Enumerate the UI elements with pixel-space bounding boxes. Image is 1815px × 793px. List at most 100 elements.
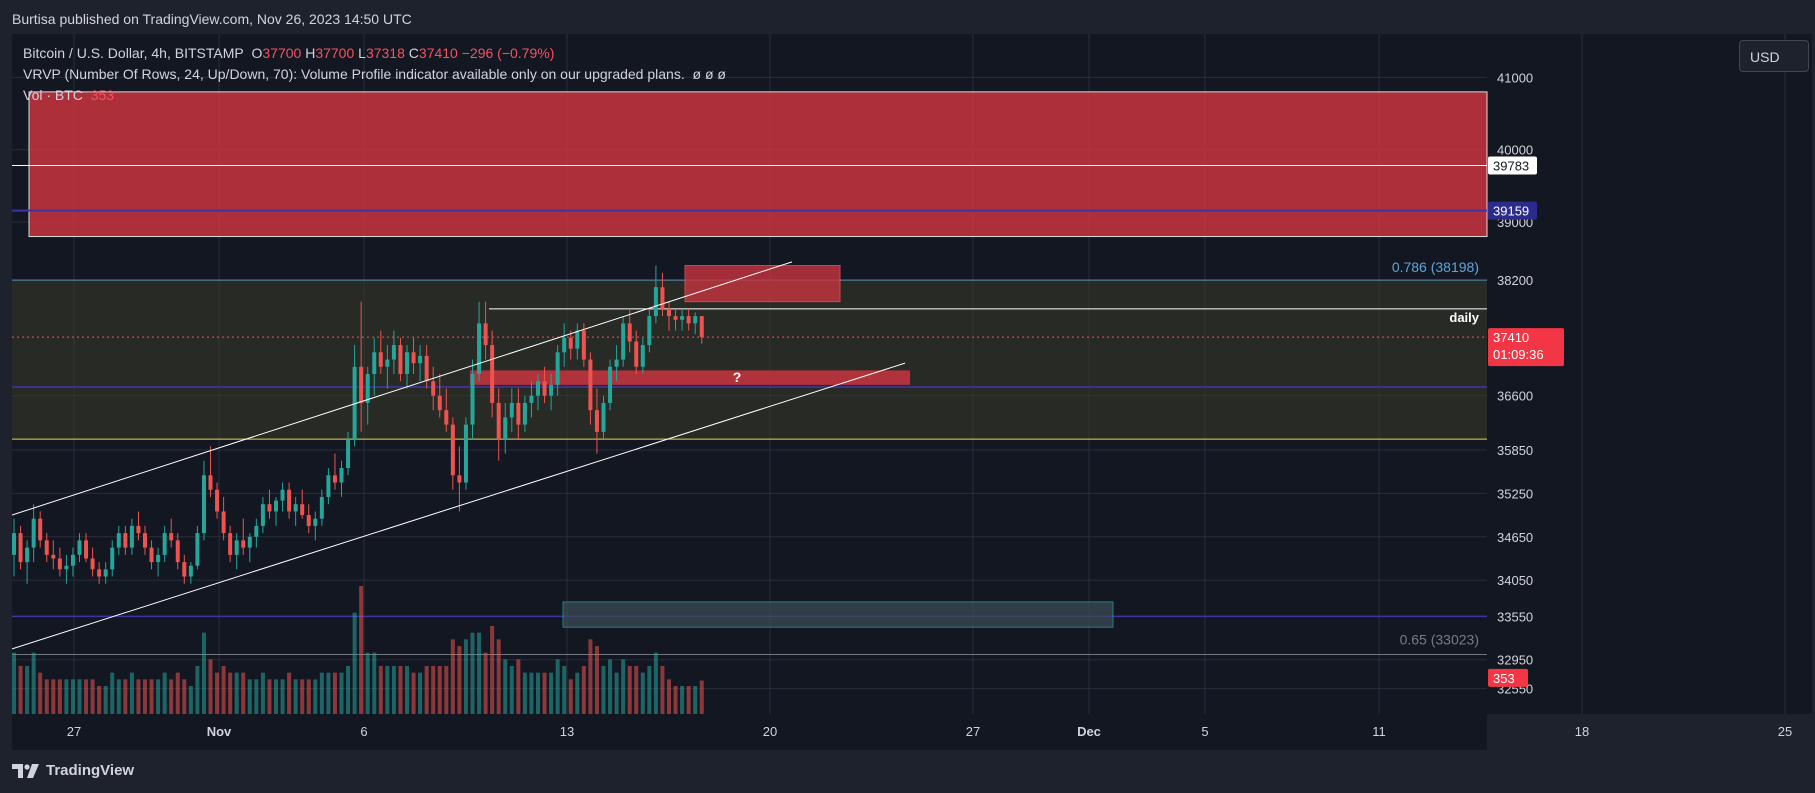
- candle-body[interactable]: [365, 374, 370, 403]
- candle-body[interactable]: [516, 402, 521, 425]
- candle-body[interactable]: [542, 381, 547, 396]
- candle-body[interactable]: [319, 496, 324, 519]
- time-axis-area[interactable]: [12, 714, 1487, 750]
- candle-body[interactable]: [477, 323, 482, 374]
- candle-body[interactable]: [241, 540, 246, 548]
- candle-body[interactable]: [647, 316, 652, 346]
- candle-body[interactable]: [156, 554, 161, 563]
- candle-body[interactable]: [300, 504, 305, 516]
- candle-body[interactable]: [437, 395, 442, 411]
- candle-body[interactable]: [536, 381, 540, 396]
- candle-body[interactable]: [149, 547, 154, 563]
- candle-body[interactable]: [581, 330, 586, 360]
- candle-body[interactable]: [601, 402, 606, 432]
- candle-body[interactable]: [444, 410, 449, 425]
- candle-body[interactable]: [110, 547, 115, 570]
- candle-body[interactable]: [287, 489, 292, 512]
- candle-body[interactable]: [31, 518, 36, 548]
- candle-body[interactable]: [352, 366, 357, 440]
- candle-body[interactable]: [372, 352, 377, 374]
- candle-body[interactable]: [195, 533, 200, 566]
- candle-body[interactable]: [693, 316, 698, 324]
- candle-body[interactable]: [280, 489, 285, 501]
- candle-body[interactable]: [568, 337, 573, 349]
- candle-body[interactable]: [522, 402, 527, 425]
- candle-body[interactable]: [594, 410, 599, 432]
- candle-body[interactable]: [44, 540, 49, 555]
- candle-body[interactable]: [490, 345, 495, 403]
- candle-body[interactable]: [398, 345, 403, 374]
- candle-body[interactable]: [575, 330, 580, 349]
- price-axis-area[interactable]: [1487, 34, 1812, 714]
- demand-zone[interactable]: [562, 601, 1114, 628]
- candle-body[interactable]: [562, 337, 567, 353]
- candle-body[interactable]: [18, 533, 23, 563]
- candle-body[interactable]: [640, 345, 645, 367]
- vrvp-legend[interactable]: VRVP (Number Of Rows, 24, Up/Down, 70): …: [23, 66, 726, 82]
- candle-body[interactable]: [306, 515, 311, 526]
- candle-body[interactable]: [496, 402, 501, 440]
- candle-body[interactable]: [293, 504, 298, 512]
- candle-body[interactable]: [84, 540, 89, 559]
- upper-resistance-box[interactable]: [684, 264, 841, 303]
- candle-body[interactable]: [450, 424, 455, 476]
- candle-body[interactable]: [470, 374, 475, 425]
- candle-body[interactable]: [260, 504, 265, 526]
- candle-body[interactable]: [175, 540, 180, 563]
- candle-body[interactable]: [123, 533, 128, 548]
- candle-body[interactable]: [653, 287, 658, 317]
- candle-body[interactable]: [129, 525, 134, 548]
- candle-body[interactable]: [621, 323, 626, 360]
- candle-body[interactable]: [247, 536, 252, 548]
- candle-body[interactable]: [385, 359, 390, 367]
- candle-body[interactable]: [411, 352, 416, 364]
- candle-body[interactable]: [208, 475, 213, 490]
- candle-body[interactable]: [169, 533, 174, 541]
- candle-body[interactable]: [339, 468, 344, 483]
- candle-body[interactable]: [405, 352, 409, 374]
- candle-body[interactable]: [660, 287, 665, 309]
- candle-body[interactable]: [162, 533, 167, 555]
- candle-body[interactable]: [378, 352, 383, 367]
- support-zone[interactable]: [470, 370, 910, 385]
- candle-body[interactable]: [359, 366, 364, 403]
- candle-body[interactable]: [234, 540, 239, 555]
- candle-body[interactable]: [549, 384, 554, 396]
- candle-body[interactable]: [673, 316, 678, 320]
- candle-body[interactable]: [313, 518, 318, 526]
- tradingview-logo[interactable]: TradingView: [12, 762, 134, 779]
- candle-body[interactable]: [267, 504, 272, 512]
- chart-container[interactable]: 0.786 (38198) daily? 0.65 (33023) 41000 4000…: [12, 34, 1812, 750]
- candle-body[interactable]: [457, 475, 462, 483]
- candle-body[interactable]: [463, 424, 468, 483]
- price-chart[interactable]: 0.786 (38198) daily? 0.65 (33023) 41000 4000…: [12, 34, 1812, 750]
- resistance-zone[interactable]: [28, 91, 1488, 238]
- candle-body[interactable]: [667, 308, 671, 317]
- candle-body[interactable]: [391, 345, 396, 360]
- candle-body[interactable]: [116, 533, 121, 548]
- candle-body[interactable]: [90, 558, 95, 570]
- candle-body[interactable]: [77, 540, 82, 555]
- candle-body[interactable]: [588, 359, 593, 411]
- candle-body[interactable]: [686, 316, 691, 324]
- candle-body[interactable]: [483, 323, 488, 346]
- candle-body[interactable]: [215, 489, 220, 512]
- candle-body[interactable]: [254, 525, 259, 537]
- candle-body[interactable]: [614, 359, 619, 367]
- candle-body[interactable]: [418, 355, 423, 364]
- candle-body[interactable]: [201, 475, 206, 534]
- candle-body[interactable]: [64, 565, 69, 570]
- candle-body[interactable]: [97, 569, 102, 577]
- currency-button[interactable]: USD: [1739, 40, 1809, 72]
- candle-body[interactable]: [57, 558, 62, 570]
- candle-body[interactable]: [143, 533, 147, 548]
- candle-body[interactable]: [680, 316, 685, 320]
- candle-body[interactable]: [634, 341, 639, 367]
- vrvp-visibility-icons[interactable]: ø ø ø: [692, 66, 726, 82]
- candle-body[interactable]: [228, 533, 233, 555]
- candle-body[interactable]: [182, 562, 187, 577]
- candle-body[interactable]: [38, 518, 43, 541]
- candle-body[interactable]: [431, 381, 436, 396]
- candle-body[interactable]: [221, 511, 226, 534]
- candle-body[interactable]: [326, 475, 331, 497]
